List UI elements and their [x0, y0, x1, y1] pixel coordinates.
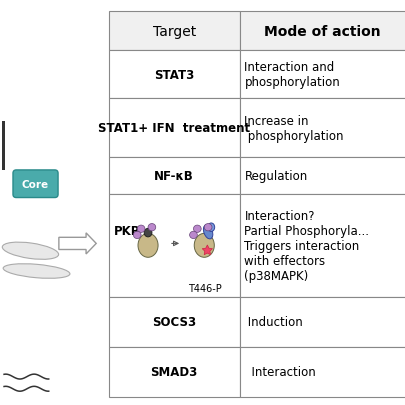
Text: Mode of action: Mode of action	[264, 25, 380, 39]
Bar	[239, 297, 405, 347]
Ellipse shape	[189, 232, 197, 239]
Bar	[109, 99, 239, 158]
Ellipse shape	[144, 229, 151, 237]
Ellipse shape	[2, 243, 58, 260]
Bar	[109, 195, 239, 297]
Bar	[239, 51, 405, 99]
Bar	[109, 347, 239, 397]
Ellipse shape	[148, 224, 156, 231]
FancyArrow shape	[59, 233, 96, 254]
Bar	[239, 195, 405, 297]
Ellipse shape	[194, 234, 214, 258]
Text: Interaction and
phosphorylation: Interaction and phosphorylation	[244, 61, 339, 89]
Ellipse shape	[207, 224, 214, 232]
Text: Core: Core	[22, 179, 49, 189]
Ellipse shape	[204, 224, 211, 231]
Bar	[109, 12, 239, 51]
Bar	[109, 158, 239, 195]
Text: STAT3: STAT3	[153, 69, 194, 82]
Bar	[109, 297, 239, 347]
Bar	[239, 347, 405, 397]
Text: PKR: PKR	[113, 224, 140, 237]
Bar	[239, 12, 405, 51]
Bar	[109, 51, 239, 99]
Text: SMAD3: SMAD3	[150, 365, 197, 378]
Text: Induction: Induction	[244, 315, 303, 328]
Ellipse shape	[203, 225, 212, 239]
Polygon shape	[202, 245, 212, 255]
Ellipse shape	[133, 232, 141, 239]
Text: SOCS3: SOCS3	[152, 315, 196, 328]
Text: NF-κB: NF-κB	[154, 170, 194, 183]
Bar	[2, 122, 5, 170]
Text: Interaction?
Partial Phosphoryla...
Triggers interaction
with effectors
(p38MAPK: Interaction? Partial Phosphoryla... Trig…	[244, 209, 369, 282]
Ellipse shape	[137, 226, 145, 233]
FancyBboxPatch shape	[13, 171, 58, 198]
Ellipse shape	[193, 226, 201, 233]
Bar	[239, 158, 405, 195]
Ellipse shape	[3, 264, 70, 279]
Text: Interaction: Interaction	[244, 365, 315, 378]
Text: STAT1+ IFN  treatment: STAT1+ IFN treatment	[98, 122, 249, 135]
Text: Increase in
 phosphorylation: Increase in phosphorylation	[244, 115, 343, 143]
Ellipse shape	[138, 234, 158, 258]
Text: Target: Target	[152, 25, 195, 39]
Text: T446-P: T446-P	[188, 284, 222, 294]
Bar	[239, 99, 405, 158]
Text: Regulation: Regulation	[244, 170, 307, 183]
